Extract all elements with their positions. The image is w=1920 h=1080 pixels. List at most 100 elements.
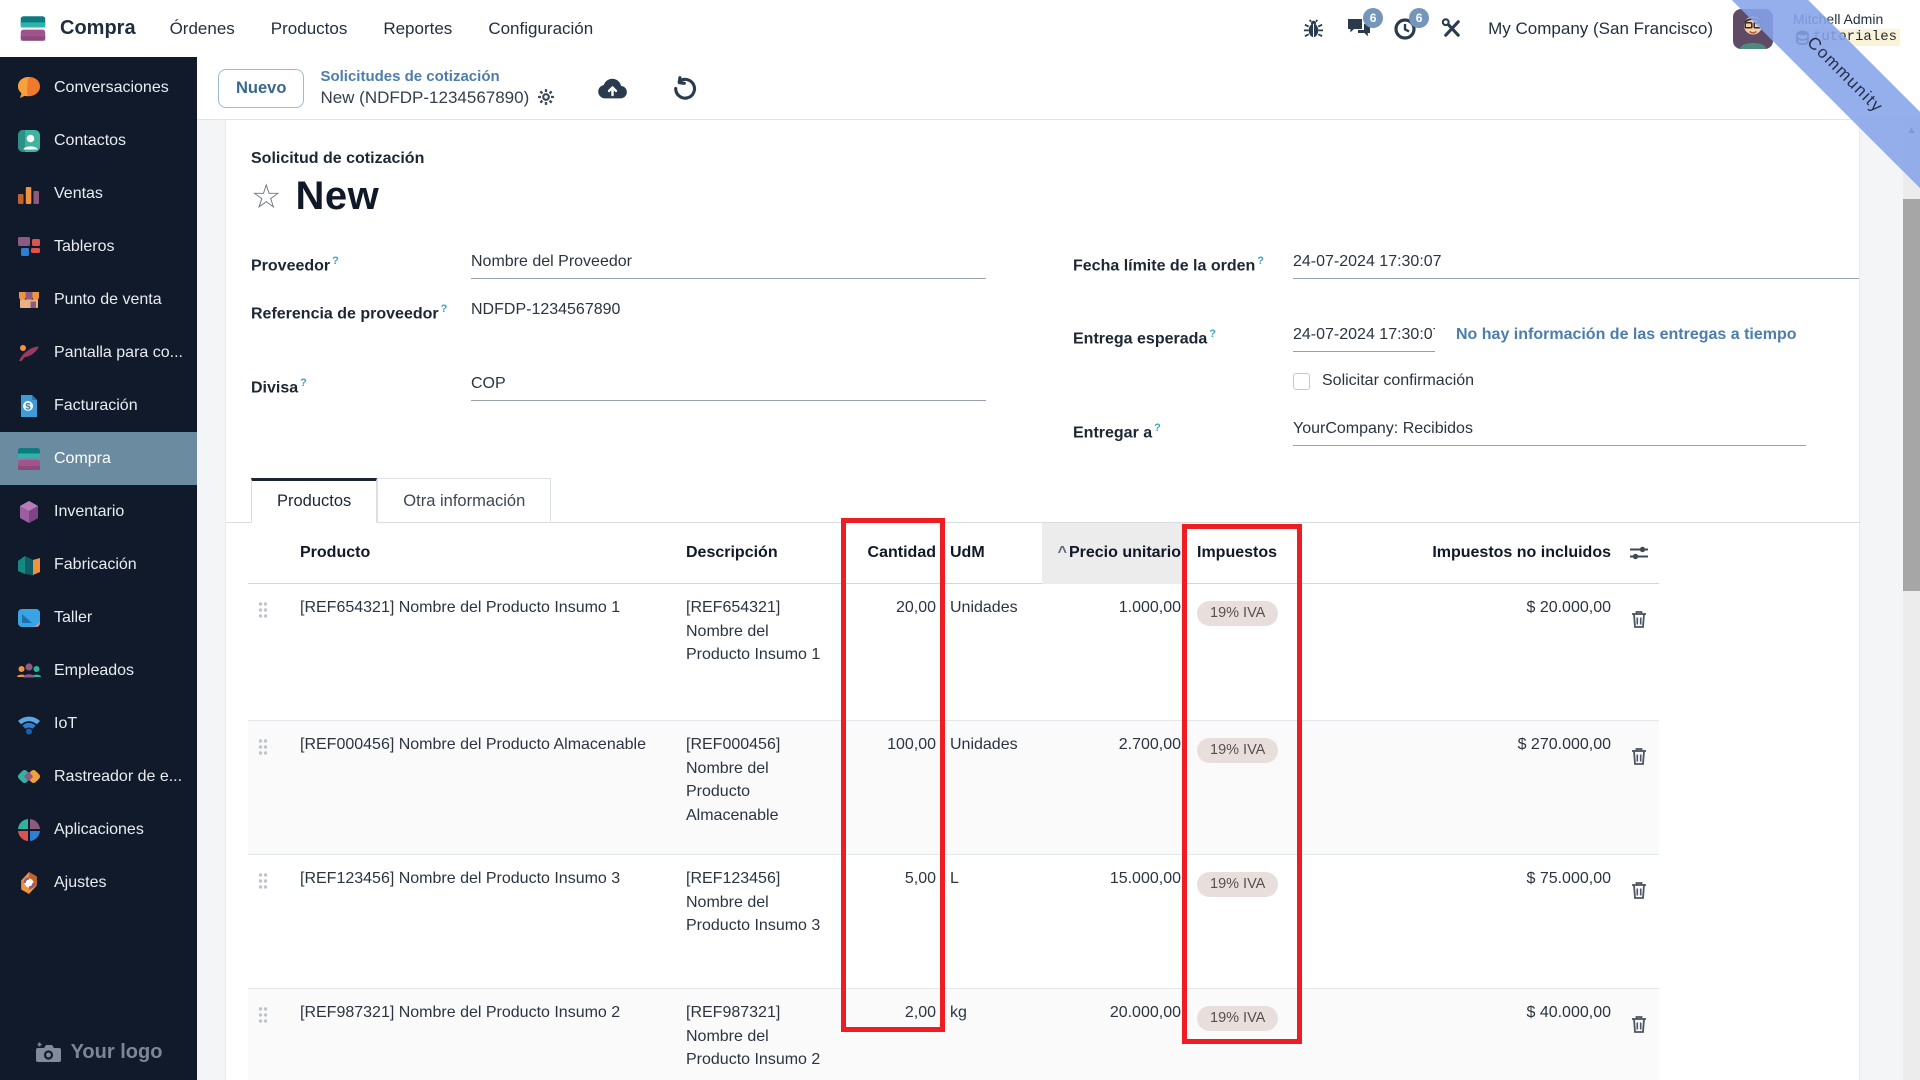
tools-icon[interactable]	[1438, 16, 1464, 42]
divisa-input[interactable]: COP	[471, 375, 986, 401]
product-cell[interactable]: [REF987321] Nombre del Producto Insumo 2	[300, 1004, 621, 1021]
sidebar-item-conversaciones[interactable]: Conversaciones	[0, 61, 197, 114]
scroll-up-arrow[interactable]: ▲	[1906, 124, 1917, 136]
sidebar-item-fabricacion[interactable]: Fabricación	[0, 538, 197, 591]
tax-tag[interactable]: 19% IVA	[1197, 872, 1279, 898]
menu-configuracion[interactable]: Configuración	[488, 18, 594, 38]
discard-undo-icon[interactable]	[672, 75, 697, 101]
product-cell[interactable]: [REF654321] Nombre del Producto Insumo 1	[300, 599, 621, 616]
col-header-cantidad[interactable]: Cantidad	[867, 544, 936, 561]
on-time-delivery-link[interactable]: No hay información de las entregas a tie…	[1456, 326, 1797, 343]
notebook-tabs: Productos Otra información	[226, 478, 1861, 523]
company-logo-placeholder[interactable]: Your logo	[0, 1041, 197, 1064]
user-avatar[interactable]	[1732, 8, 1773, 49]
sidebar-item-ventas[interactable]: Ventas	[0, 167, 197, 220]
referencia-input[interactable]: NDFDP-1234567890	[471, 301, 621, 318]
inventory-icon	[16, 499, 42, 525]
drag-handle-icon[interactable]	[248, 989, 284, 1024]
settings-icon	[16, 870, 42, 896]
user-menu[interactable]: Mitchell Admin tutoriales	[1792, 11, 1900, 46]
menu-ordenes[interactable]: Órdenes	[169, 18, 235, 38]
entregar-a-input[interactable]: YourCompany: Recibidos	[1293, 420, 1806, 446]
solicitar-confirmacion-checkbox[interactable]	[1293, 372, 1310, 390]
description-cell[interactable]: [REF987321] Nombre del Producto Insumo 2	[686, 1004, 821, 1068]
entrega-esperada-input[interactable]: 24-07-2024 17:30:07	[1293, 326, 1435, 352]
fecha-limite-input[interactable]: 24-07-2024 17:30:07	[1293, 253, 1859, 279]
sidebar-item-inventario[interactable]: Inventario	[0, 485, 197, 538]
action-gear-icon[interactable]	[537, 88, 555, 106]
sidebar-item-facturacion[interactable]: $ Facturación	[0, 379, 197, 432]
subtotal-cell: $ 20.000,00	[1526, 599, 1611, 616]
drag-handle-icon[interactable]	[248, 721, 284, 756]
sidebar-item-iot[interactable]: IoT	[0, 697, 197, 750]
taxes-cell[interactable]: 19% IVA	[1187, 989, 1299, 1032]
save-cloud-icon[interactable]	[597, 76, 628, 100]
proveedor-input[interactable]: Nombre del Proveedor	[471, 253, 986, 279]
quantity-cell[interactable]: 2,00	[904, 1004, 936, 1021]
drag-handle-icon[interactable]	[248, 584, 284, 619]
quantity-cell[interactable]: 20,00	[895, 599, 936, 616]
app-brand[interactable]: Compra	[16, 14, 136, 43]
description-cell[interactable]: [REF000456] Nombre del Producto Almacena…	[686, 736, 781, 824]
sidebar-item-pantalla-para-cocina[interactable]: Pantalla para co...	[0, 326, 197, 379]
delete-row-icon[interactable]	[1631, 610, 1647, 628]
sidebar-item-tableros[interactable]: Tableros	[0, 220, 197, 273]
vertical-scrollbar[interactable]: ▲	[1903, 121, 1920, 1080]
help-icon: ?	[1209, 328, 1217, 340]
delete-row-icon[interactable]	[1631, 1015, 1647, 1033]
delete-row-icon[interactable]	[1631, 881, 1647, 899]
drag-handle-icon[interactable]	[248, 855, 284, 890]
sidebar-item-taller[interactable]: Taller	[0, 591, 197, 644]
col-header-udm[interactable]: UdM	[950, 544, 985, 561]
optional-columns-icon[interactable]	[1619, 545, 1659, 561]
quantity-cell[interactable]: 100,00	[887, 736, 936, 753]
menu-productos[interactable]: Productos	[270, 18, 348, 38]
unit-price-cell[interactable]: 2.700,00	[1118, 736, 1181, 753]
uom-cell[interactable]: kg	[950, 1004, 967, 1021]
col-header-precio-unitario[interactable]: ^ Precio unitario	[1042, 522, 1187, 584]
sidebar-item-empleados[interactable]: Empleados	[0, 644, 197, 697]
field-label-entrega-esperada: Entrega esperada?	[1073, 328, 1217, 348]
unit-price-cell[interactable]: 20.000,00	[1109, 1004, 1181, 1021]
unit-price-cell[interactable]: 1.000,00	[1118, 599, 1181, 616]
taxes-cell[interactable]: 19% IVA	[1187, 855, 1299, 898]
sidebar-item-aplicaciones[interactable]: Aplicaciones	[0, 803, 197, 856]
messages-icon[interactable]: 6	[1346, 7, 1384, 42]
sidebar-item-rastreador[interactable]: Rastreador de e...	[0, 750, 197, 803]
description-cell[interactable]: [REF123456] Nombre del Producto Insumo 3	[686, 870, 821, 934]
uom-cell[interactable]: Unidades	[950, 736, 1018, 753]
uom-cell[interactable]: Unidades	[950, 599, 1018, 616]
taxes-cell[interactable]: 19% IVA	[1187, 584, 1299, 627]
menu-reportes[interactable]: Reportes	[383, 18, 453, 38]
new-button[interactable]: Nuevo	[218, 68, 305, 108]
tax-tag[interactable]: 19% IVA	[1197, 738, 1279, 764]
app-name[interactable]: Compra	[60, 17, 136, 39]
company-switcher[interactable]: My Company (San Francisco)	[1488, 18, 1713, 38]
sidebar-item-compra[interactable]: Compra	[0, 432, 197, 485]
uom-cell[interactable]: L	[950, 870, 959, 887]
tab-productos[interactable]: Productos	[251, 478, 378, 523]
activities-clock-icon[interactable]: 6	[1392, 7, 1430, 42]
product-cell[interactable]: [REF000456] Nombre del Producto Almacena…	[300, 736, 646, 753]
unit-price-cell[interactable]: 15.000,00	[1109, 870, 1181, 887]
delete-row-icon[interactable]	[1631, 747, 1647, 765]
quantity-cell[interactable]: 5,00	[904, 870, 936, 887]
favorite-star-icon[interactable]: ☆	[251, 177, 282, 216]
breadcrumb-parent-link[interactable]: Solicitudes de cotización	[320, 68, 500, 85]
col-header-impuestos[interactable]: Impuestos	[1197, 544, 1278, 561]
sidebar-item-contactos[interactable]: Contactos	[0, 114, 197, 167]
tab-otra-informacion[interactable]: Otra información	[377, 478, 552, 523]
col-header-impuestos-no-incluidos[interactable]: Impuestos no incluidos	[1432, 544, 1611, 561]
taxes-cell[interactable]: 19% IVA	[1187, 721, 1299, 764]
product-cell[interactable]: [REF123456] Nombre del Producto Insumo 3	[300, 870, 621, 887]
purchase-icon	[16, 446, 42, 472]
tax-tag[interactable]: 19% IVA	[1197, 601, 1279, 627]
debug-bug-icon[interactable]	[1300, 16, 1326, 42]
sidebar-item-ajustes[interactable]: Ajustes	[0, 856, 197, 909]
col-header-descripcion[interactable]: Descripción	[686, 544, 778, 561]
tax-tag[interactable]: 19% IVA	[1197, 1006, 1279, 1032]
scrollbar-thumb[interactable]	[1903, 199, 1920, 591]
description-cell[interactable]: [REF654321] Nombre del Producto Insumo 1	[686, 599, 821, 663]
sidebar-item-punto-de-venta[interactable]: Punto de venta	[0, 273, 197, 326]
col-header-producto[interactable]: Producto	[300, 544, 371, 561]
